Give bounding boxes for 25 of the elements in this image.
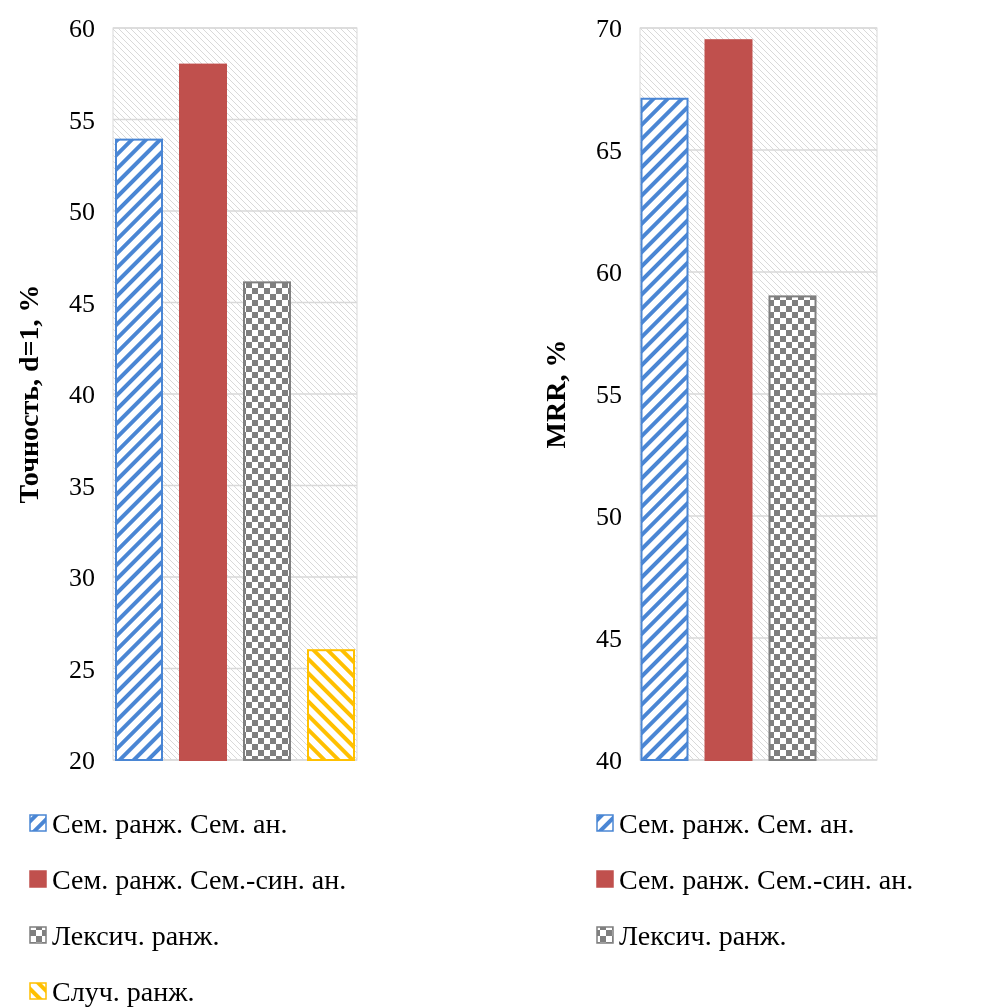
y-axis-title: MRR, % — [540, 339, 571, 449]
y-tick-label: 25 — [69, 654, 95, 684]
legend-label: Сем. ранж. Сем. ан. — [619, 807, 855, 839]
legend-label: Сем. ранж. Сем.-син. ан. — [619, 863, 914, 895]
y-tick-label: 20 — [69, 746, 95, 776]
y-tick-label: 30 — [69, 563, 95, 593]
y-tick-label: 45 — [596, 624, 622, 654]
y-tick-label: 40 — [69, 380, 95, 410]
legend-label: Сем. ранж. Сем.-син. ан. — [52, 863, 347, 895]
y-tick-label: 65 — [596, 136, 622, 166]
legend-label: Лексич. ранж. — [619, 919, 787, 951]
y-tick-label: 40 — [596, 746, 622, 776]
y-tick-label: 35 — [69, 471, 95, 501]
legend-label: Сем. ранж. Сем. ан. — [52, 807, 288, 839]
y-tick-label: 70 — [596, 14, 622, 44]
y-tick-label: 45 — [69, 288, 95, 318]
y-axis-title: Точность, d=1, % — [13, 284, 44, 504]
y-tick-label: 60 — [69, 14, 95, 44]
y-tick-label: 55 — [69, 105, 95, 135]
y-tick-label: 50 — [596, 502, 622, 532]
legend-label: Лексич. ранж. — [52, 919, 220, 951]
y-tick-label: 50 — [69, 197, 95, 227]
y-tick-label: 55 — [596, 380, 622, 410]
legend-label: Случ. ранж. — [52, 975, 195, 1007]
y-tick-label: 60 — [596, 258, 622, 288]
